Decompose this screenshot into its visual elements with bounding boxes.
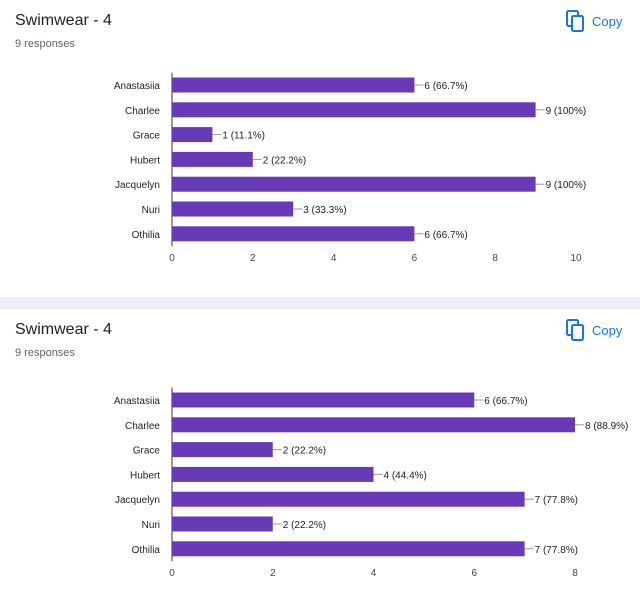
data-label: 2 (22.2%) <box>283 446 326 457</box>
bar <box>172 491 525 507</box>
data-label: 9 (100%) <box>546 180 587 191</box>
category-label: Grace <box>133 446 161 457</box>
data-label: 7 (77.8%) <box>535 495 578 506</box>
x-tick-label: 0 <box>169 253 175 264</box>
bar <box>172 151 253 167</box>
category-label: Jacquelyn <box>115 180 160 191</box>
data-label: 3 (33.3%) <box>303 205 346 216</box>
question-card-2: Swimwear - 4 9 responses Copy Anastasiia… <box>0 309 640 591</box>
bar <box>172 541 525 557</box>
category-label: Othilia <box>132 230 161 241</box>
bar-chart: Anastasiia 6 (66.7%) Charlee 8 (88.9%) Grace… <box>114 387 628 579</box>
copy-label: Copy <box>592 13 623 29</box>
category-label: Hubert <box>130 155 160 166</box>
x-tick-label: 6 <box>471 568 477 579</box>
section-divider <box>0 297 640 309</box>
bar <box>172 176 536 192</box>
bar <box>172 392 475 408</box>
response-count: 9 responses <box>15 347 75 359</box>
bar <box>172 466 374 482</box>
category-label: Hubert <box>130 470 160 481</box>
x-tick-label: 4 <box>331 253 337 264</box>
bar <box>172 77 415 93</box>
bar <box>172 226 415 242</box>
data-label: 6 (66.7%) <box>484 396 527 407</box>
x-tick-label: 10 <box>570 253 582 264</box>
data-label: 4 (44.4%) <box>384 470 427 481</box>
category-label: Nuri <box>142 205 160 216</box>
copy-button[interactable]: Copy <box>566 9 622 33</box>
x-tick-label: 2 <box>250 253 256 264</box>
category-label: Nuri <box>142 520 160 531</box>
bar <box>172 442 273 458</box>
category-label: Grace <box>133 131 161 142</box>
data-label: 6 (66.7%) <box>424 230 467 241</box>
copy-button[interactable]: Copy <box>566 318 622 342</box>
copy-label: Copy <box>592 322 623 338</box>
data-label: 2 (22.2%) <box>283 520 326 531</box>
x-tick-label: 8 <box>572 568 578 579</box>
data-label: 6 (66.7%) <box>424 81 467 92</box>
response-count: 9 responses <box>15 38 75 50</box>
question-title: Swimwear - 4 <box>15 12 112 29</box>
data-label: 7 (77.8%) <box>535 545 578 556</box>
copy-icon <box>566 10 584 32</box>
question-card-1: Swimwear - 4 9 responses Copy Anastasiia… <box>15 9 623 264</box>
bar <box>172 516 273 532</box>
bar <box>172 201 294 217</box>
category-label: Charlee <box>125 106 160 117</box>
category-label: Anastasiia <box>114 81 161 92</box>
category-label: Anastasiia <box>114 396 161 407</box>
x-tick-label: 8 <box>492 253 498 264</box>
bar-chart: Anastasiia 6 (66.7%) Charlee 9 (100%) Grace 1… <box>114 72 587 264</box>
x-tick-label: 6 <box>412 253 418 264</box>
x-tick-label: 2 <box>270 568 276 579</box>
copy-icon <box>566 319 584 341</box>
category-label: Charlee <box>125 421 160 432</box>
bar <box>172 417 575 433</box>
category-label: Jacquelyn <box>115 495 160 506</box>
x-tick-label: 4 <box>371 568 377 579</box>
x-tick-label: 0 <box>169 568 175 579</box>
data-label: 9 (100%) <box>546 106 587 117</box>
question-title: Swimwear - 4 <box>15 321 112 338</box>
category-label: Othilia <box>132 545 161 556</box>
data-label: 2 (22.2%) <box>263 155 306 166</box>
data-label: 1 (11.1%) <box>222 131 265 142</box>
data-label: 8 (88.9%) <box>585 421 628 432</box>
bar <box>172 102 536 118</box>
bar <box>172 127 213 143</box>
